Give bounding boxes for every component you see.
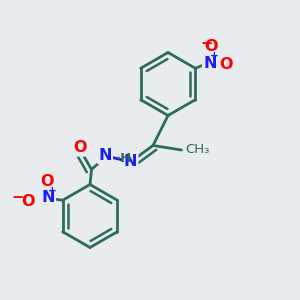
Text: N: N [203,56,217,70]
Text: −: − [12,190,24,205]
Text: ·H: ·H [116,152,132,165]
Text: N: N [98,148,112,163]
Text: O: O [41,174,54,189]
Text: O: O [204,39,218,54]
Text: +: + [210,51,219,61]
Text: −: − [200,36,212,51]
Text: CH₃: CH₃ [185,143,209,156]
Text: O: O [219,57,232,72]
Text: +: + [48,186,57,196]
Text: O: O [22,194,35,208]
Text: N: N [124,154,137,169]
Text: N: N [41,190,55,206]
Text: O: O [73,140,86,155]
